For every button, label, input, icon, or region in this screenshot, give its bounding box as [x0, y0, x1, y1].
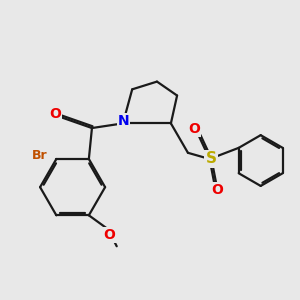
- Text: O: O: [50, 107, 61, 121]
- Text: N: N: [118, 114, 129, 128]
- Text: S: S: [206, 152, 217, 166]
- Text: O: O: [104, 228, 116, 242]
- Text: Br: Br: [32, 149, 47, 162]
- Text: O: O: [188, 122, 200, 136]
- Text: O: O: [212, 183, 223, 197]
